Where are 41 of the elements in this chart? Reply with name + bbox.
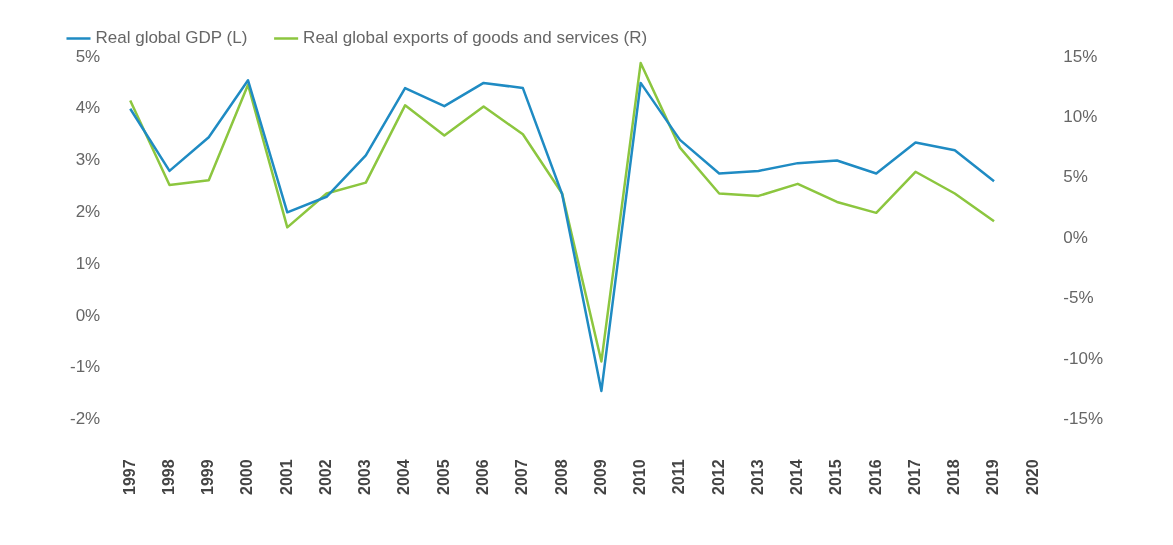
y-tick-label: -1% (70, 357, 101, 377)
y-tick-label: 3% (75, 150, 101, 170)
legend-label: Real global GDP (L) (95, 28, 248, 48)
y2-tick-label: 0% (1063, 227, 1088, 247)
y2-tick-label: -10% (1063, 348, 1103, 368)
x-tick-label: 2001 (277, 459, 295, 495)
y2-tick-label: 10% (1063, 107, 1098, 127)
x-tick-label: 2005 (434, 459, 452, 495)
y2-tick-label: 15% (1063, 46, 1098, 66)
y-tick-label: 4% (75, 98, 101, 118)
legend-label: Real global exports of goods and services (R) (303, 28, 648, 48)
y-tick-label: 2% (75, 202, 101, 221)
x-tick-label: 2012 (709, 459, 727, 495)
x-tick-label: 2019 (984, 459, 1002, 495)
x-tick-label: 1998 (159, 459, 177, 495)
y-tick-label: 1% (75, 253, 101, 273)
y-tick-label: -2% (70, 409, 101, 429)
x-tick-label: 2010 (631, 459, 649, 495)
x-tick-label: 2007 (513, 459, 531, 495)
x-tick-label: 2000 (238, 459, 256, 495)
x-tick-label: 2013 (748, 459, 766, 495)
x-tick-label: 2017 (905, 459, 923, 495)
x-tick-label: 2009 (591, 459, 609, 495)
x-tick-label: 2015 (827, 459, 845, 495)
x-tick-label: 2020 (1023, 459, 1041, 495)
y2-tick-label: -15% (1063, 409, 1103, 429)
x-tick-label: 2003 (356, 459, 374, 495)
x-tick-label: 2004 (395, 459, 413, 495)
x-tick-label: 1997 (120, 459, 138, 495)
y2-tick-label: -5% (1063, 288, 1094, 308)
x-tick-label: 2018 (945, 459, 963, 495)
x-tick-label: 2008 (552, 459, 570, 495)
y-tick-label: 5% (75, 46, 101, 66)
x-tick-label: 2011 (670, 459, 688, 495)
x-tick-label: 2002 (316, 459, 334, 495)
y2-tick-label: 5% (1063, 167, 1088, 187)
x-tick-label: 2014 (788, 459, 806, 495)
x-tick-label: 2016 (866, 459, 884, 495)
x-tick-label: 2006 (474, 459, 492, 495)
x-tick-label: 1999 (199, 459, 217, 495)
y-tick-label: 0% (75, 305, 101, 325)
